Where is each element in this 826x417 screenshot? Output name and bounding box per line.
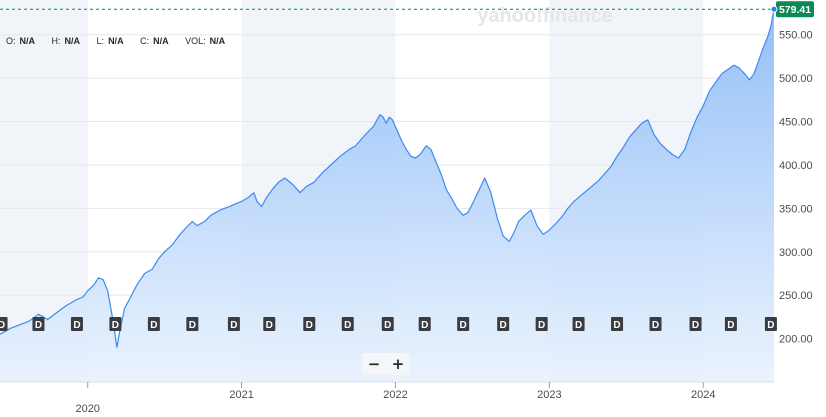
dividend-marker-label: D <box>73 320 80 331</box>
dividend-marker[interactable]: D <box>764 317 777 331</box>
dividend-marker[interactable]: D <box>0 317 8 331</box>
dividend-marker[interactable]: D <box>186 317 199 331</box>
y-tick-label: 250.00 <box>779 290 813 302</box>
dividend-marker[interactable]: D <box>263 317 276 331</box>
last-price-label: 579.41 <box>779 4 811 16</box>
dividend-marker[interactable]: D <box>457 317 470 331</box>
y-tick-label: 350.00 <box>779 203 813 215</box>
last-price-badge <box>776 1 814 18</box>
zoom-out-button[interactable]: − <box>367 355 381 373</box>
dividend-marker-label: D <box>150 320 157 331</box>
dividend-marker-label: D <box>575 320 582 331</box>
dividend-marker-label: D <box>384 320 391 331</box>
dividend-marker[interactable]: D <box>497 317 510 331</box>
dividend-marker-label: D <box>652 320 659 331</box>
price-area <box>0 9 774 382</box>
dividend-marker[interactable]: D <box>341 317 354 331</box>
dividend-marker-label: D <box>460 320 467 331</box>
dividend-marker[interactable]: D <box>147 317 160 331</box>
y-axis: 200.00 250.00 300.00 350.00 400.00 450.00 500.… <box>779 30 813 346</box>
dividend-marker[interactable]: D <box>381 317 394 331</box>
x-axis: 2020 2021 2022 2023 2024 <box>0 381 774 415</box>
open-value: N/A <box>19 36 36 46</box>
dividend-marker[interactable]: D <box>535 317 548 331</box>
price-series <box>0 9 775 382</box>
dividend-marker[interactable]: D <box>572 317 585 331</box>
ohlc-readout: O: N/A H: N/A L: N/A C: N/A VOL: N/A <box>6 36 239 46</box>
close-value: N/A <box>153 36 169 46</box>
dividend-marker[interactable]: D <box>649 317 662 331</box>
high-value: N/A <box>64 36 81 46</box>
price-line <box>0 9 775 348</box>
dividend-marker-label: D <box>538 320 545 331</box>
low-key: L: <box>96 36 105 46</box>
y-tick-label: 450.00 <box>779 117 813 129</box>
dividend-marker-label: D <box>189 320 196 331</box>
dividend-marker[interactable]: D <box>32 317 45 331</box>
dividend-marker-label: D <box>112 320 119 331</box>
close-key: C: <box>140 36 150 46</box>
dividend-marker-label: D <box>613 320 620 331</box>
dividend-marker[interactable]: D <box>724 317 737 331</box>
dividend-marker-label: D <box>767 320 774 331</box>
x-tick-label: 2024 <box>691 389 715 401</box>
dividend-marker[interactable]: D <box>611 317 624 331</box>
dividend-marker-label: D <box>306 320 313 331</box>
open-key: O: <box>6 36 16 46</box>
y-tick-label: 400.00 <box>779 160 813 172</box>
zoom-in-button[interactable]: + <box>391 355 405 373</box>
y-tick-label: 500.00 <box>779 73 813 85</box>
dividend-marker[interactable]: D <box>109 317 122 331</box>
x-tick-label: 2023 <box>537 389 561 401</box>
dividend-marker-label: D <box>727 320 734 331</box>
last-price-dot <box>770 5 778 13</box>
dividend-marker[interactable]: D <box>70 317 83 331</box>
dividend-marker-label: D <box>0 320 5 331</box>
dividend-marker-label: D <box>266 320 273 331</box>
y-tick-label: 200.00 <box>779 334 813 346</box>
zoom-controls: − + <box>362 353 410 375</box>
dividend-marker[interactable]: D <box>418 317 431 331</box>
x-tick-label: 2021 <box>229 389 253 401</box>
dividend-marker-label: D <box>35 320 42 331</box>
x-tick-label: 2022 <box>383 389 407 401</box>
dividend-marker-label: D <box>500 320 507 331</box>
dividend-marker[interactable]: D <box>303 317 316 331</box>
dividend-marker-label: D <box>692 320 699 331</box>
yahoo-finance-watermark: yahoo!finance <box>477 5 613 27</box>
high-key: H: <box>51 36 61 46</box>
dividend-marker-label: D <box>344 320 351 331</box>
dividend-marker[interactable]: D <box>227 317 240 331</box>
volume-key: VOL: <box>185 36 206 46</box>
last-price-indicator: 579.41 <box>0 1 814 18</box>
low-value: N/A <box>108 36 124 46</box>
y-tick-label: 300.00 <box>779 247 813 259</box>
y-tick-label: 550.00 <box>779 30 813 42</box>
volume-value: N/A <box>209 36 226 46</box>
x-tick-label: 2020 <box>75 403 99 415</box>
dividend-marker-label: D <box>421 320 428 331</box>
dividend-marker[interactable]: D <box>689 317 702 331</box>
dividend-marker-label: D <box>230 320 237 331</box>
